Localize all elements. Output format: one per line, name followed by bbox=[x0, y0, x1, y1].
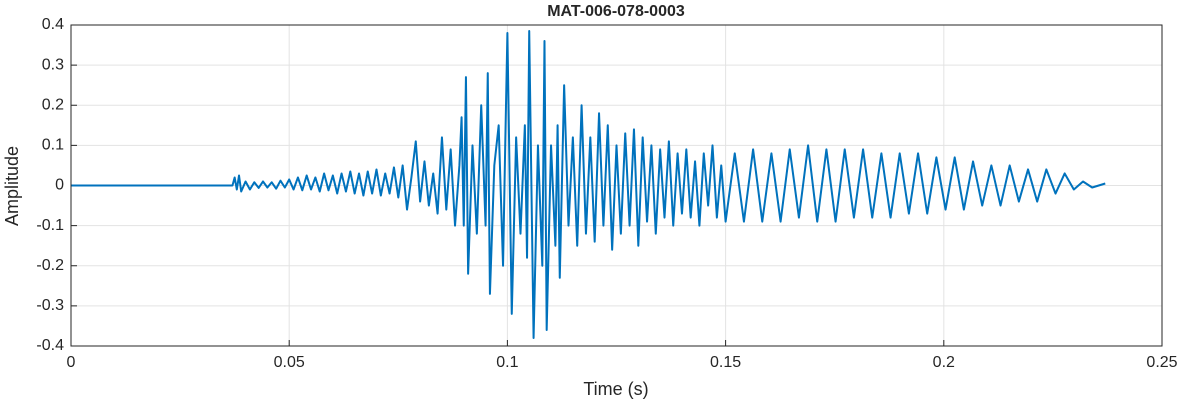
y-tick-label: -0.2 bbox=[36, 257, 64, 274]
x-tick-label: 0.25 bbox=[1146, 354, 1177, 371]
y-tick-label: -0.1 bbox=[36, 217, 64, 234]
y-tick-label: 0.2 bbox=[42, 96, 64, 113]
y-tick-label: 0 bbox=[55, 177, 64, 194]
chart-title: MAT-006-078-0003 bbox=[547, 3, 685, 20]
y-tick-label: 0.1 bbox=[42, 137, 64, 154]
axes-frame bbox=[70, 24, 1163, 347]
y-tick-label: -0.4 bbox=[36, 337, 64, 354]
x-axis-label: Time (s) bbox=[583, 379, 648, 399]
x-tick-label: 0.05 bbox=[274, 354, 305, 371]
x-tick-label: 0.15 bbox=[710, 354, 741, 371]
y-tick-label: -0.3 bbox=[36, 297, 64, 314]
signal-line bbox=[71, 30, 1106, 339]
y-tick-label: 0.3 bbox=[42, 56, 64, 73]
y-tick-label: 0.4 bbox=[42, 16, 64, 33]
x-tick-label: 0 bbox=[67, 354, 76, 371]
y-axis-label: Amplitude bbox=[2, 146, 22, 226]
x-tick-label: 0.1 bbox=[496, 354, 518, 371]
x-tick-label: 0.2 bbox=[933, 354, 955, 371]
